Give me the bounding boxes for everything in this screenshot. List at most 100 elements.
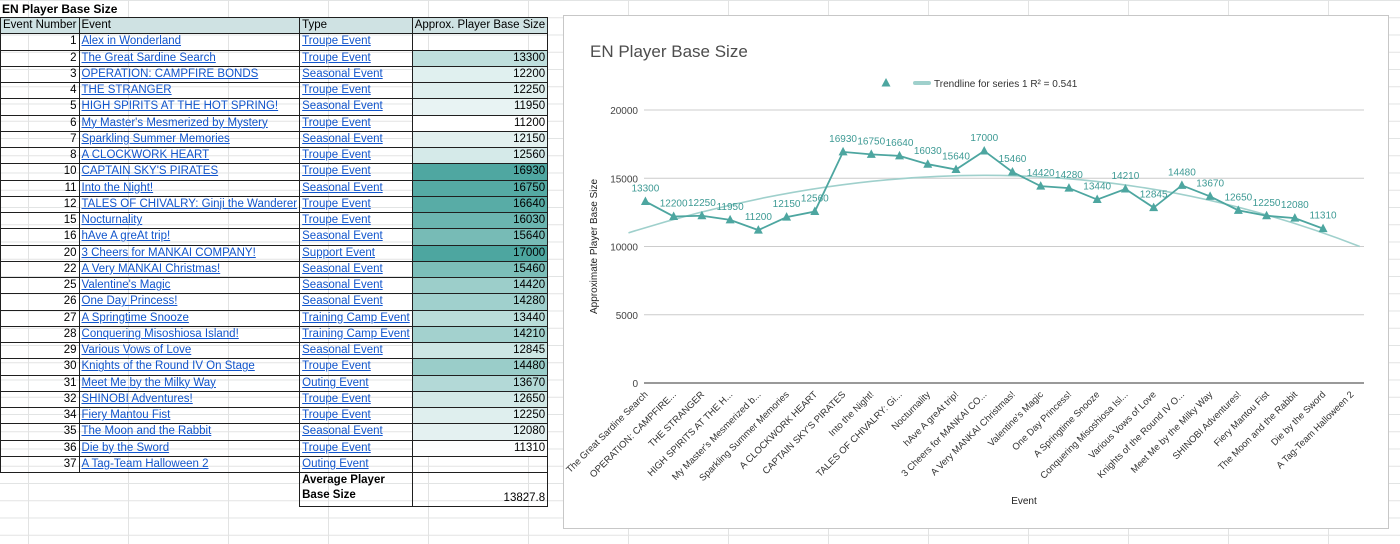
cell-player-base-size[interactable]: 12560 — [411, 146, 549, 165]
cell-type-link[interactable]: Troupe Event — [302, 149, 371, 162]
cell-type-link[interactable]: Seasonal Event — [302, 132, 383, 145]
header-event[interactable]: Event — [78, 16, 301, 35]
cell-event-number[interactable]: 16 — [0, 228, 80, 246]
cell-type[interactable]: Outing Event — [299, 374, 413, 392]
cell-player-base-size[interactable]: 12200 — [411, 65, 549, 84]
cell-type[interactable]: Seasonal Event — [299, 179, 413, 197]
cell-player-base-size[interactable]: 13440 — [411, 309, 549, 327]
cell-type-link[interactable]: Troupe Event — [302, 116, 371, 129]
cell-event-number[interactable]: 7 — [0, 130, 80, 149]
cell-type[interactable]: Troupe Event — [299, 81, 413, 100]
cell-type-link[interactable]: Troupe Event — [302, 441, 371, 454]
cell-event-number[interactable]: 2 — [0, 49, 80, 67]
cell-event[interactable]: Conquering Misoshiosa Island! — [78, 325, 301, 344]
cell-type-link[interactable]: Seasonal Event — [302, 67, 383, 80]
cell-player-base-size[interactable]: 16930 — [411, 163, 549, 181]
chart-container[interactable]: EN Player Base Size 0 5000 10000 15000 20000… — [563, 15, 1389, 529]
cell-type-link[interactable]: Seasonal Event — [302, 181, 383, 194]
cell-event[interactable]: THE STRANGER — [78, 81, 301, 100]
cell-event[interactable]: hAve A greAt trip! — [78, 228, 301, 246]
cell-event-link[interactable]: The Moon and the Rabbit — [81, 425, 212, 438]
cell-player-base-size[interactable]: 17000 — [411, 244, 549, 262]
cell-event[interactable]: SHINOBI Adventures! — [78, 390, 301, 409]
cell-type[interactable]: Support Event — [299, 244, 413, 262]
cell-event-number[interactable]: 8 — [0, 146, 80, 165]
cell-type-link[interactable]: Seasonal Event — [302, 425, 383, 438]
cell-type[interactable]: Seasonal Event — [299, 341, 413, 360]
cell-player-base-size[interactable]: 15460 — [411, 260, 549, 279]
cell-player-base-size[interactable]: 14280 — [411, 293, 549, 311]
cell-player-base-size[interactable]: 16750 — [411, 179, 549, 197]
cell-event[interactable]: One Day Princess! — [78, 293, 301, 311]
cell-type-link[interactable]: Seasonal Event — [302, 100, 383, 113]
cell-type-link[interactable]: Troupe Event — [302, 165, 371, 178]
cell-event-link[interactable]: Nocturnality — [81, 214, 143, 227]
cell-event[interactable]: CAPTAIN SKY'S PIRATES — [78, 163, 301, 181]
cell-event-link[interactable]: Conquering Misoshiosa Island! — [81, 327, 239, 340]
cell-type-link[interactable]: Outing Event — [302, 376, 369, 389]
cell-event-number[interactable]: 20 — [0, 244, 80, 262]
cell-event[interactable]: Fiery Mantou Fist — [78, 406, 301, 425]
cell-event-link[interactable]: HIGH SPIRITS AT THE HOT SPRING! — [81, 100, 279, 113]
cell-event[interactable]: Sparkling Summer Memories — [78, 130, 301, 149]
cell-event-link[interactable]: Valentine's Magic — [81, 279, 171, 292]
cell-player-base-size[interactable]: 12150 — [411, 130, 549, 149]
cell-event-number[interactable]: 28 — [0, 325, 80, 344]
cell-type[interactable]: Seasonal Event — [299, 276, 413, 295]
cell-type[interactable]: Troupe Event — [299, 195, 413, 214]
header-type[interactable]: Type — [299, 16, 413, 35]
cell-event-number[interactable]: 10 — [0, 163, 80, 181]
cell-player-base-size[interactable]: 12080 — [411, 423, 549, 441]
cell-event-link[interactable]: Knights of the Round IV On Stage — [81, 360, 255, 373]
cell-type[interactable]: Seasonal Event — [299, 65, 413, 84]
cell-event-number[interactable]: 34 — [0, 406, 80, 425]
cell-event-link[interactable]: A CLOCKWORK HEART — [81, 149, 210, 162]
cell-player-base-size[interactable]: 14420 — [411, 276, 549, 295]
cell-type-link[interactable]: Seasonal Event — [302, 279, 383, 292]
cell-type-link[interactable]: Outing Event — [302, 457, 369, 470]
cell-type-link[interactable]: Troupe Event — [302, 35, 371, 48]
cell-event[interactable]: Knights of the Round IV On Stage — [78, 358, 301, 376]
cell-event-number[interactable]: 36 — [0, 439, 80, 457]
cell-event-number[interactable]: 3 — [0, 65, 80, 84]
cell-event-number[interactable]: 26 — [0, 293, 80, 311]
cell-event-number[interactable]: 12 — [0, 195, 80, 214]
cell-event-link[interactable]: The Great Sardine Search — [81, 51, 216, 64]
cell-event-number[interactable]: 6 — [0, 114, 80, 132]
cell-player-base-size[interactable]: 12250 — [411, 406, 549, 425]
cell-event[interactable]: A CLOCKWORK HEART — [78, 146, 301, 165]
cell-type[interactable]: Seasonal Event — [299, 228, 413, 246]
cell-player-base-size[interactable] — [411, 33, 549, 51]
cell-event[interactable]: Meet Me by the Milky Way — [78, 374, 301, 392]
cell-event-link[interactable]: Meet Me by the Milky Way — [81, 376, 216, 389]
cell-event[interactable]: A Very MANKAI Christmas! — [78, 260, 301, 279]
cell-event[interactable]: A Springtime Snooze — [78, 309, 301, 327]
cell-player-base-size[interactable]: 12845 — [411, 341, 549, 360]
cell-type-link[interactable]: Seasonal Event — [302, 230, 383, 243]
cell-type-link[interactable]: Troupe Event — [302, 84, 371, 97]
cell-type[interactable]: Troupe Event — [299, 146, 413, 165]
cell-type[interactable]: Seasonal Event — [299, 423, 413, 441]
cell-event[interactable]: HIGH SPIRITS AT THE HOT SPRING! — [78, 98, 301, 116]
cell-event[interactable]: The Great Sardine Search — [78, 49, 301, 67]
cell-type[interactable]: Troupe Event — [299, 211, 413, 230]
header-player-base-size[interactable]: Approx. Player Base Size — [411, 16, 549, 35]
cell-event-link[interactable]: A Tag-Team Halloween 2 — [81, 457, 209, 470]
cell-event[interactable]: Into the Night! — [78, 179, 301, 197]
cell-player-base-size[interactable]: 13300 — [411, 49, 549, 67]
cell-player-base-size[interactable]: 12250 — [411, 81, 549, 100]
cell-type-link[interactable]: Seasonal Event — [302, 262, 383, 275]
cell-type[interactable]: Seasonal Event — [299, 130, 413, 149]
cell-event-link[interactable]: Various Vows of Love — [81, 344, 192, 357]
cell-type[interactable]: Troupe Event — [299, 163, 413, 181]
cell-event[interactable]: Die by the Sword — [78, 439, 301, 457]
cell-event[interactable]: Nocturnality — [78, 211, 301, 230]
cell-event-number[interactable]: 1 — [0, 33, 80, 51]
cell-event[interactable]: OPERATION: CAMPFIRE BONDS — [78, 65, 301, 84]
cell-event-link[interactable]: TALES OF CHIVALRY: Ginji the Wanderer — [81, 197, 298, 210]
cell-event-number[interactable]: 27 — [0, 309, 80, 327]
cell-event-number[interactable]: 30 — [0, 358, 80, 376]
cell-event-link[interactable]: Die by the Sword — [81, 441, 170, 454]
cell-event-link[interactable]: Fiery Mantou Fist — [81, 409, 171, 422]
cell-player-base-size[interactable]: 13670 — [411, 374, 549, 392]
